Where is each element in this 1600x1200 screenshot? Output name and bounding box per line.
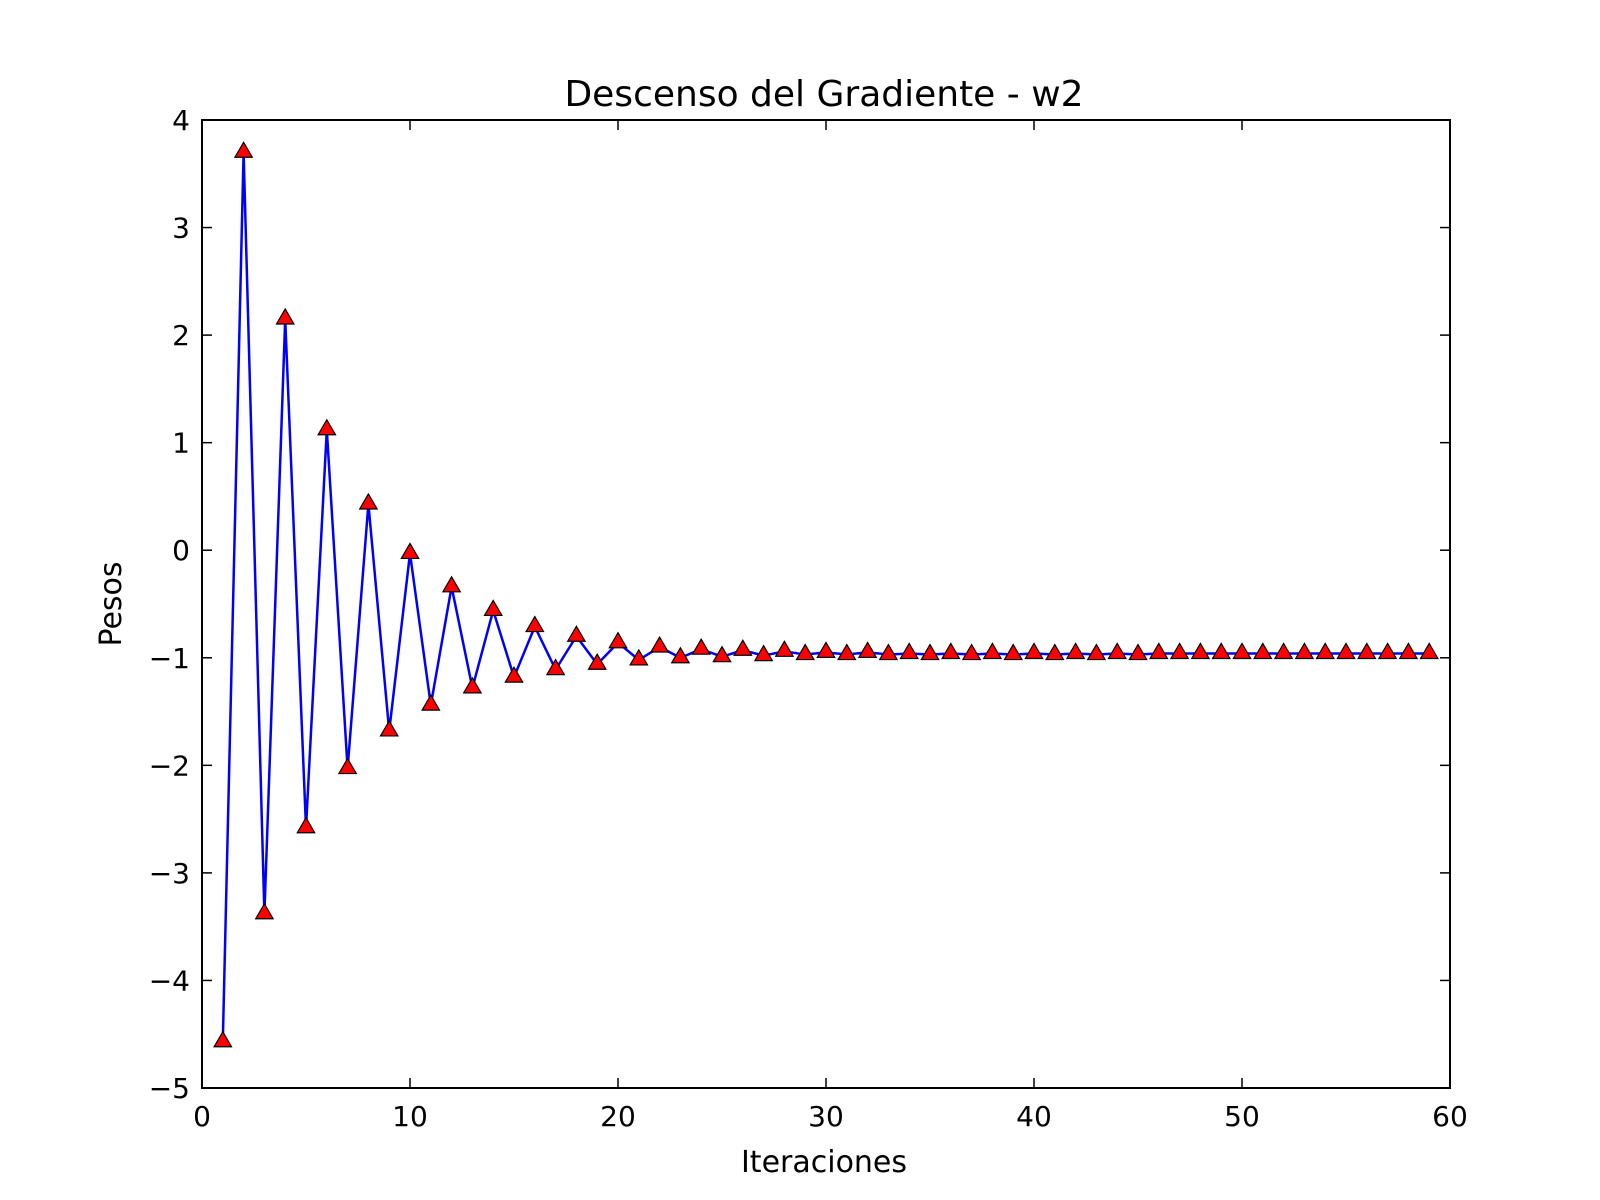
x-tick-label: 10 xyxy=(392,1100,428,1133)
data-point-marker xyxy=(1190,642,1211,660)
y-tick-label: −5 xyxy=(149,1072,190,1105)
data-point-marker xyxy=(545,658,566,676)
plot-area-frame xyxy=(201,119,1451,1089)
data-point-marker xyxy=(670,646,691,664)
data-point-marker xyxy=(608,631,628,649)
x-tick-label: 30 xyxy=(808,1100,844,1133)
x-tick-label: 20 xyxy=(600,1100,636,1133)
data-point-marker xyxy=(1419,642,1439,660)
data-point-marker xyxy=(1169,642,1190,660)
data-point-marker xyxy=(753,644,774,662)
y-tick-label: 3 xyxy=(172,212,190,245)
y-axis-label: Pesos xyxy=(94,561,129,646)
data-point-marker xyxy=(982,642,1003,660)
data-point-marker xyxy=(213,1030,233,1048)
data-point-marker xyxy=(1024,642,1044,660)
data-point-marker xyxy=(400,542,420,560)
data-point-marker xyxy=(483,599,503,617)
y-tick-label: 2 xyxy=(172,319,190,352)
data-point-marker xyxy=(920,643,940,661)
data-point-marker xyxy=(1128,643,1148,661)
data-point-marker xyxy=(317,418,337,436)
y-tick-label: −3 xyxy=(149,857,190,890)
data-point-marker xyxy=(566,625,587,642)
marker-layer xyxy=(213,141,1439,1048)
data-point-marker xyxy=(254,902,275,920)
data-point-marker xyxy=(1253,642,1273,660)
data-point-marker xyxy=(379,719,399,737)
data-point-marker xyxy=(629,648,649,666)
data-point-marker xyxy=(961,643,982,661)
data-point-marker xyxy=(774,640,795,657)
data-point-marker xyxy=(233,141,254,158)
data-point-marker xyxy=(1003,643,1023,661)
data-point-marker xyxy=(1232,642,1252,660)
data-point-marker xyxy=(1107,642,1127,660)
data-point-marker xyxy=(733,639,753,656)
x-tick-label: 50 xyxy=(1224,1100,1260,1133)
data-point-marker xyxy=(1273,642,1294,660)
data-point-marker xyxy=(837,643,857,661)
data-point-marker xyxy=(525,615,545,633)
data-point-marker xyxy=(337,757,358,775)
data-point-marker xyxy=(587,653,607,670)
data-point-marker xyxy=(816,641,836,659)
x-axis-label: Iteraciones xyxy=(741,1145,907,1180)
data-point-marker xyxy=(691,637,711,655)
data-point-marker xyxy=(1149,642,1169,660)
x-tick-label: 60 xyxy=(1432,1100,1468,1133)
data-point-marker xyxy=(1315,642,1335,660)
y-tick-label: −1 xyxy=(149,642,190,675)
data-point-marker xyxy=(795,643,815,661)
y-tick-label: 4 xyxy=(172,104,190,137)
data-point-marker xyxy=(1065,642,1086,660)
data-point-marker xyxy=(1377,642,1398,660)
data-point-marker xyxy=(899,642,919,660)
x-tick-label: 0 xyxy=(193,1100,211,1133)
y-tick-label: 1 xyxy=(172,427,190,460)
data-point-marker xyxy=(1211,642,1231,660)
data-point-marker xyxy=(462,676,483,694)
data-point-marker xyxy=(712,645,732,663)
data-point-marker xyxy=(421,693,441,711)
data-point-marker xyxy=(649,635,670,653)
data-point-marker xyxy=(504,665,524,683)
data-point-marker xyxy=(1086,643,1107,661)
x-tick-label: 40 xyxy=(1016,1100,1052,1133)
data-point-marker xyxy=(1336,642,1356,660)
data-point-marker xyxy=(275,307,295,325)
data-point-marker xyxy=(296,816,316,834)
data-point-marker xyxy=(1398,642,1419,660)
data-point-marker xyxy=(1357,642,1377,660)
data-point-marker xyxy=(878,643,899,661)
y-tick-label: −2 xyxy=(149,749,190,782)
data-point-marker xyxy=(1045,643,1065,661)
chart-title: Descenso del Gradiente - w2 xyxy=(564,74,1083,115)
data-point-marker xyxy=(358,492,379,510)
y-tick-label: −4 xyxy=(149,964,190,997)
data-point-marker xyxy=(441,575,462,593)
y-tick-label: 0 xyxy=(172,534,190,567)
data-point-marker xyxy=(941,642,961,660)
data-point-marker xyxy=(1294,642,1315,660)
data-point-marker xyxy=(857,641,878,659)
